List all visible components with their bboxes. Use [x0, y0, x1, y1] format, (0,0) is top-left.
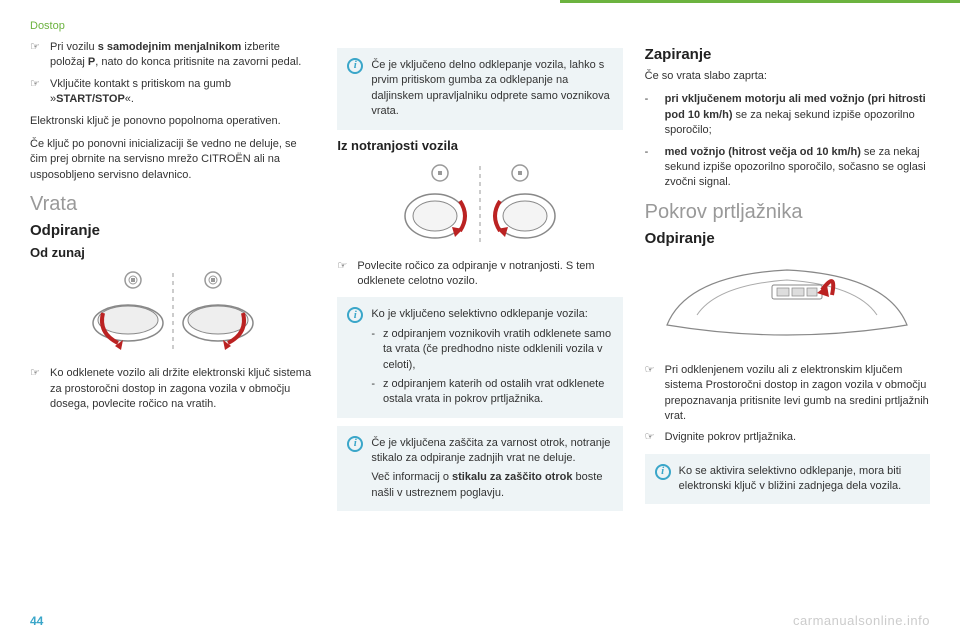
- subsubtitle-outside: Od zunaj: [30, 245, 315, 260]
- info-text: Če je vključeno delno odklepanje vozila,…: [371, 58, 612, 120]
- main-columns: ☞ Pri vozilu s samodejnim menjalnikom iz…: [30, 40, 930, 519]
- watermark: carmanualsonline.info: [793, 613, 930, 628]
- bullet-marker: ☞: [30, 77, 42, 108]
- dash-marker: -: [645, 145, 657, 191]
- bullet-marker: ☞: [30, 40, 42, 71]
- paragraph: Če so vrata slabo zaprta:: [645, 69, 930, 84]
- bullet-text: Dvignite pokrov prtljažnika.: [665, 430, 796, 445]
- paragraph: Elektronski ključ je ponovno popolnoma o…: [30, 114, 315, 129]
- bullet-item: ☞ Povlecite ročico za odpiranje v notran…: [337, 259, 622, 290]
- illustration-door-handle-inside: [337, 161, 622, 251]
- dash-text: z odpiranjem voznikovih vratih odklenete…: [383, 327, 613, 373]
- subtitle-closing: Zapiranje: [645, 46, 930, 63]
- dash-text: pri vključenem motorju ali med vožnjo (p…: [665, 92, 930, 138]
- info-icon: i: [347, 436, 363, 452]
- info-box: i Če je vključena zaščita za varnost otr…: [337, 426, 622, 512]
- bullet-item: ☞ Vključite kontakt s pritiskom na gumb …: [30, 77, 315, 108]
- bullet-text: Pri odklenjenem vozilu ali z elektronski…: [665, 363, 930, 425]
- bullet-item: ☞ Ko odklenete vozilo ali držite elektro…: [30, 366, 315, 412]
- dash-marker: -: [371, 327, 375, 373]
- illustration-door-handle-outside: [30, 268, 315, 358]
- info-box: i Če je vključeno delno odklepanje vozil…: [337, 48, 622, 130]
- column-1: ☞ Pri vozilu s samodejnim menjalnikom iz…: [30, 40, 315, 519]
- dash-text: med vožnjo (hitrost večja od 10 km/h) se…: [665, 145, 930, 191]
- bullet-marker: ☞: [645, 363, 657, 425]
- bullet-text: Povlecite ročico za odpiranje v notranjo…: [357, 259, 622, 290]
- top-accent-bar: [560, 0, 960, 3]
- info-box: i Ko je vključeno selektivno odklepanje …: [337, 297, 622, 417]
- dash-marker: -: [371, 377, 375, 408]
- info-box: i Ko se aktivira selektivno odklepanje, …: [645, 454, 930, 505]
- bullet-item: ☞ Pri vozilu s samodejnim menjalnikom iz…: [30, 40, 315, 71]
- info-text: Ko je vključeno selektivno odklepanje vo…: [371, 307, 612, 407]
- info-icon: i: [655, 464, 671, 480]
- info-icon: i: [347, 58, 363, 74]
- bullet-marker: ☞: [337, 259, 349, 290]
- info-text: Če je vključena zaščita za varnost otrok…: [371, 436, 612, 502]
- bullet-text: Vključite kontakt s pritiskom na gumb »S…: [50, 77, 315, 108]
- bullet-text: Ko odklenete vozilo ali držite elektrons…: [50, 366, 315, 412]
- subtitle-opening: Odpiranje: [30, 222, 315, 239]
- bullet-marker: ☞: [645, 430, 657, 445]
- dash-item: - med vožnjo (hitrost večja od 10 km/h) …: [645, 145, 930, 191]
- column-2: i Če je vključeno delno odklepanje vozil…: [337, 40, 622, 519]
- section-header: Dostop: [30, 20, 930, 32]
- section-title-doors: Vrata: [30, 193, 315, 216]
- info-text: Ko se aktivira selektivno odklepanje, mo…: [679, 464, 920, 495]
- subtitle-opening-boot: Odpiranje: [645, 230, 930, 247]
- illustration-boot-opening: [645, 255, 930, 355]
- column-3: Zapiranje Če so vrata slabo zaprta: - pr…: [645, 40, 930, 519]
- dash-marker: -: [645, 92, 657, 138]
- bullet-text: Pri vozilu s samodejnim menjalnikom izbe…: [50, 40, 315, 71]
- subsubtitle-inside: Iz notranjosti vozila: [337, 138, 622, 153]
- info-icon: i: [347, 307, 363, 323]
- bullet-marker: ☞: [30, 366, 42, 412]
- dash-text: z odpiranjem katerih od ostalih vrat odk…: [383, 377, 613, 408]
- dash-item: - pri vključenem motorju ali med vožnjo …: [645, 92, 930, 138]
- bullet-item: ☞ Dvignite pokrov prtljažnika.: [645, 430, 930, 445]
- section-title-boot: Pokrov prtljažnika: [645, 201, 930, 224]
- bullet-item: ☞ Pri odklenjenem vozilu ali z elektrons…: [645, 363, 930, 425]
- page-number: 44: [30, 614, 43, 628]
- paragraph: Če ključ po ponovni inicializaciji še ve…: [30, 137, 315, 183]
